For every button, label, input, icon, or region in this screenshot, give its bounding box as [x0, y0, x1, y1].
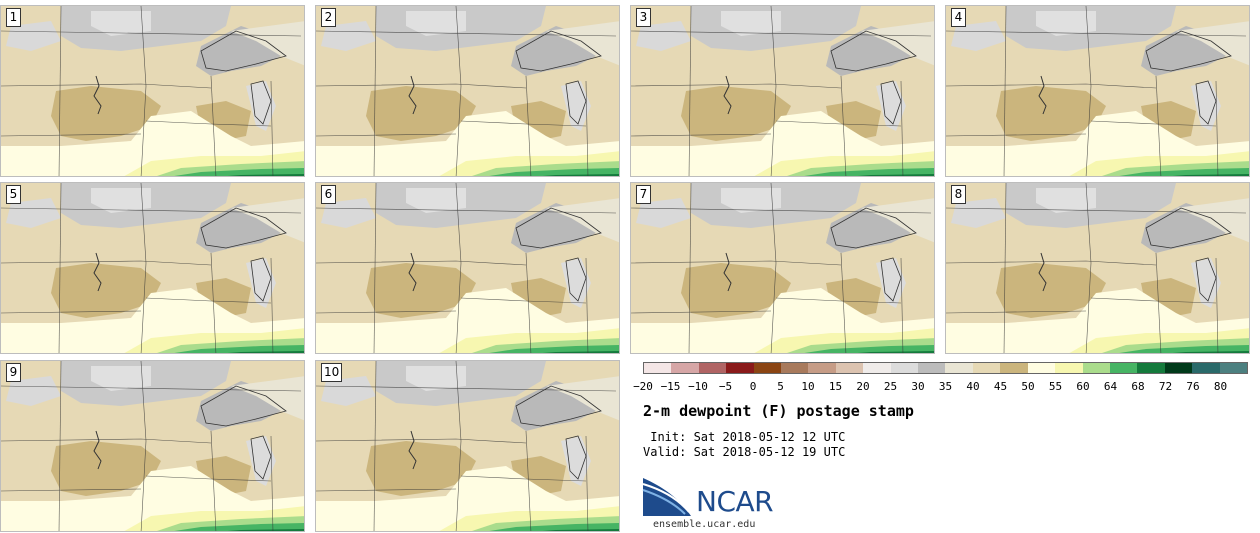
- dewpoint-map: [316, 6, 619, 176]
- colorbar-tick-label: 0: [749, 380, 757, 393]
- colorbar-tick-label: −20: [633, 380, 653, 393]
- panel-6: 6: [315, 182, 620, 354]
- colorbar-segment: [1137, 363, 1165, 373]
- panel-3: 3: [630, 5, 935, 177]
- panel-8: 8: [945, 182, 1250, 354]
- colorbar-segment: [972, 363, 1001, 373]
- colorbar-segment: [1109, 363, 1138, 373]
- dewpoint-map: [1, 361, 304, 531]
- colorbar-tick-label: −5: [718, 380, 733, 393]
- dewpoint-map: [1, 6, 304, 176]
- panel-2: 2: [315, 5, 620, 177]
- panel-number: 5: [6, 185, 21, 204]
- colorbar-tick-label: 15: [828, 380, 843, 393]
- ncar-logo-icon: [642, 478, 691, 516]
- colorbar-segment: [1192, 363, 1220, 373]
- colorbar-segment: [1082, 363, 1110, 373]
- colorbar-tick-label: 25: [883, 380, 898, 393]
- colorbar-segment: [1055, 363, 1083, 373]
- colorbar-segment: [1164, 363, 1193, 373]
- colorbar-tick-label: 50: [1021, 380, 1035, 393]
- panel-number: 7: [636, 185, 651, 204]
- panel-number: 8: [951, 185, 966, 204]
- dewpoint-map: [946, 6, 1249, 176]
- panel-5: 5: [0, 182, 305, 354]
- panel-number: 6: [321, 185, 336, 204]
- panel-number: 2: [321, 8, 336, 27]
- init-time: Init: Sat 2018-05-12 12 UTC: [643, 430, 846, 444]
- colorbar-segment: [781, 363, 809, 373]
- dewpoint-map: [1, 183, 304, 353]
- panel-number: 9: [6, 363, 21, 382]
- chart-title: 2-m dewpoint (F) postage stamp: [643, 402, 914, 420]
- logo-name: NCAR: [696, 485, 774, 518]
- colorbar-segment: [918, 363, 946, 373]
- colorbar-tick-label: 40: [966, 380, 980, 393]
- colorbar-segment: [835, 363, 864, 373]
- colorbar-tick-label: 72: [1158, 380, 1173, 393]
- colorbar-tick-label: 64: [1103, 380, 1118, 393]
- colorbar-tick-label: 45: [993, 380, 1008, 393]
- colorbar-tick-label: −10: [688, 380, 708, 393]
- panel-9: 9: [0, 360, 305, 532]
- panel-number: 10: [321, 363, 343, 382]
- colorbar-segment: [698, 363, 727, 373]
- dewpoint-map: [946, 183, 1249, 353]
- colorbar-tick-label: 80: [1213, 380, 1228, 393]
- dewpoint-map: [631, 6, 934, 176]
- colorbar-segment: [726, 363, 754, 373]
- colorbar-tick-label: 5: [777, 380, 784, 393]
- colorbar-segment: [753, 363, 782, 373]
- colorbar-segment: [945, 363, 973, 373]
- panel-number: 4: [951, 8, 966, 27]
- colorbar-segment: [644, 363, 672, 373]
- colorbar-tick-label: 55: [1048, 380, 1063, 393]
- colorbar-segment: [808, 363, 836, 373]
- colorbar-tick-label: 76: [1186, 380, 1200, 393]
- dewpoint-map: [631, 183, 934, 353]
- panel-4: 4: [945, 5, 1250, 177]
- colorbar-segment: [671, 363, 699, 373]
- colorbar-tick-label: 68: [1131, 380, 1145, 393]
- colorbar-segment: [1219, 363, 1247, 373]
- panel-number: 1: [6, 8, 21, 27]
- panel-number: 3: [636, 8, 651, 27]
- valid-time: Valid: Sat 2018-05-12 19 UTC: [643, 445, 846, 459]
- logo-url: ensemble.ucar.edu: [653, 519, 756, 530]
- colorbar-tick-label: 30: [911, 380, 925, 393]
- colorbar-tick-label: 35: [938, 380, 953, 393]
- dewpoint-map: [316, 183, 619, 353]
- panel-1: 1: [0, 5, 305, 177]
- panel-10: 10: [315, 360, 620, 532]
- colorbar-segment: [1027, 363, 1056, 373]
- colorbar-segment: [863, 363, 891, 373]
- colorbar-segment: [1000, 363, 1028, 373]
- colorbar-segment: [890, 363, 919, 373]
- colorbar-tick-label: 60: [1076, 380, 1090, 393]
- colorbar-tick-label: 10: [801, 380, 815, 393]
- panel-7: 7: [630, 182, 935, 354]
- colorbar-tick-label: −15: [660, 380, 681, 393]
- colorbar: [643, 362, 1248, 374]
- dewpoint-map: [316, 361, 619, 531]
- colorbar-tick-label: 20: [856, 380, 870, 393]
